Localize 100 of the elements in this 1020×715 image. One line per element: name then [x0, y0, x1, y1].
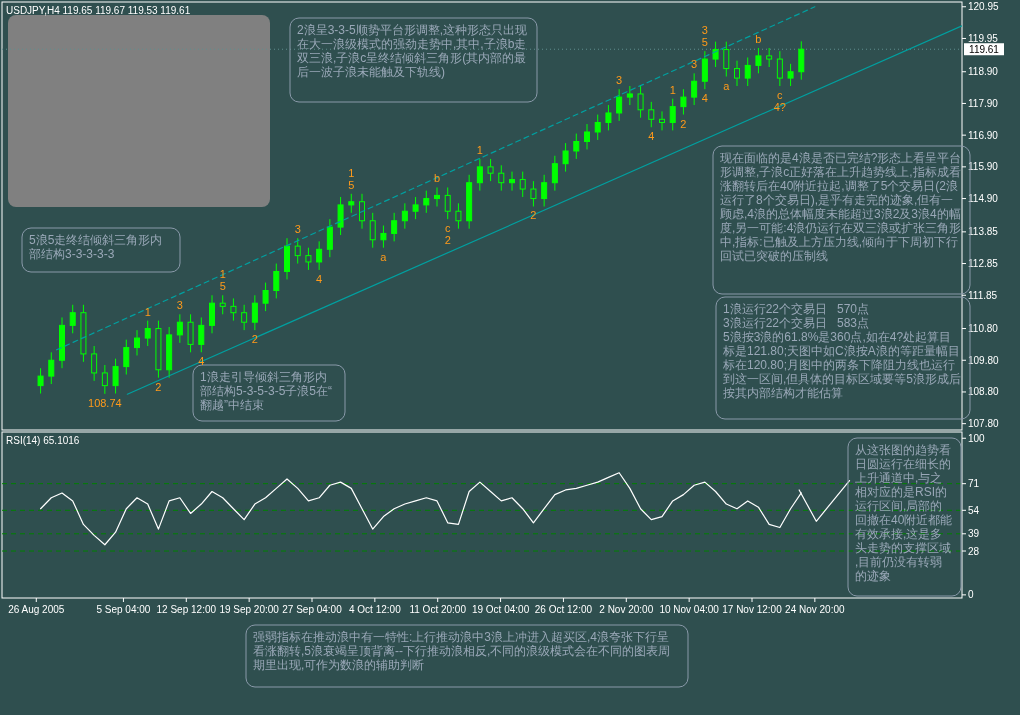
candlestick: [326, 218, 333, 258]
annotation: c: [444, 222, 451, 235]
candlestick: [734, 60, 740, 87]
candlestick: [69, 304, 76, 334]
candlestick: [230, 297, 237, 322]
candlestick: [605, 104, 612, 131]
candlestick: [91, 345, 98, 382]
candlestick: [766, 47, 773, 68]
candlestick: [648, 101, 655, 128]
y-tick-label: 109.80: [968, 354, 1000, 366]
annotation: 5: [348, 178, 355, 191]
candlestick: [594, 114, 601, 141]
annotation: 1: [144, 305, 151, 318]
x-tick-label: 4 Oct 12:00: [349, 604, 402, 615]
annotation: 2: [680, 117, 687, 130]
candlestick: [294, 237, 301, 265]
candlestick: [455, 202, 462, 230]
candlestick: [776, 50, 783, 87]
candlestick: [123, 339, 130, 376]
candlestick: [198, 316, 205, 353]
annotation: 1浪走引导倾斜三角形内部结构5-3-5-3-5子浪5在“翻越”中结束: [200, 370, 333, 412]
candlestick: [498, 164, 505, 192]
candlestick: [401, 202, 408, 230]
y-tick-label: 39: [968, 528, 980, 540]
y-tick-label: 116.90: [968, 129, 999, 141]
candlestick: [509, 171, 515, 192]
y-tick-label: 71: [968, 478, 980, 490]
candlestick: [487, 158, 494, 182]
candlestick: [144, 320, 151, 347]
y-tick-label: 111.85: [968, 289, 998, 301]
candlestick: [701, 50, 708, 90]
candlestick: [380, 225, 387, 249]
annotation: 1: [476, 143, 483, 156]
annotation: 3: [616, 74, 623, 87]
y-tick-label: 117.90: [968, 97, 999, 109]
candlestick: [626, 85, 633, 106]
y-tick-label: 113.85: [968, 226, 999, 238]
candlestick: [691, 72, 698, 106]
candlestick: [251, 294, 258, 331]
candlestick: [616, 88, 623, 122]
candlestick: [659, 110, 665, 131]
text: 从这张图的趋势看日圆运行在细长的上升通道中,与之相对应的是RSI的运行区间,局部的回撤在40附近都能有效承接,这是多头走势的支撑区域,目前仍没有转弱的迹象: [855, 443, 953, 583]
annotation: 2: [444, 234, 451, 247]
y-tick-label: 112.85: [968, 258, 999, 270]
candlestick: [305, 247, 312, 271]
candlestick: [530, 180, 537, 207]
y-tick-label: 120.95: [968, 1, 1000, 13]
annotation: 3: [701, 24, 708, 37]
candlestick: [241, 304, 248, 331]
candlestick: [112, 358, 119, 395]
annotation: 4: [198, 355, 205, 368]
y-tick-label: 108.80: [968, 386, 1000, 398]
y-tick-label: 114.90: [968, 193, 999, 205]
x-tick-label: 12 Sep 12:00: [156, 604, 217, 615]
text: 强弱指标在推动浪中有一特性:上行推动浪中3浪上冲进入超买区,4浪夸张下行呈看涨翻转,5浪衰竭呈顶背离--下行推动浪相反,不同的浪级模式会在不同的图表周期里出现,可作为数浪的辅助判断: [253, 630, 671, 672]
annotation: 2: [251, 333, 258, 346]
y-tick-label: 54: [968, 504, 980, 516]
annotation: 3: [176, 299, 183, 312]
candlestick: [755, 47, 762, 74]
annotation: 5: [219, 280, 226, 293]
candlestick: [176, 313, 183, 344]
annotation: a: [380, 250, 388, 263]
candlestick: [680, 88, 687, 116]
candlestick: [273, 263, 280, 299]
candlestick: [209, 294, 215, 334]
chart-title: RSI(14) 65.1016: [6, 435, 80, 446]
annotation: 2浪呈3-3-5顺势平台形调整,这种形态只出现在大一浪级模式的强劲走势中,其中,子浪b走双三浪,子浪c呈终结倾斜三角形(其内部的最后一波子浪未能触及下轨线): [297, 23, 528, 79]
candlestick: [337, 196, 344, 236]
x-tick-label: 10 Nov 04:00: [659, 604, 720, 615]
candlestick: [744, 56, 751, 87]
x-tick-label: 19 Oct 04:00: [471, 604, 530, 615]
candlestick: [391, 212, 398, 242]
x-tick-label: 26 Aug 2005: [8, 604, 65, 615]
candlestick: [434, 186, 440, 207]
y-tick-label: 119.95: [968, 32, 999, 44]
y-tick-label: 118.90: [968, 66, 999, 78]
candlestick: [787, 63, 794, 87]
annotation: 3: [691, 58, 698, 71]
x-tick-label: 17 Nov 12:00: [722, 604, 783, 615]
candlestick: [584, 123, 590, 150]
x-tick-label: 24 Nov 20:00: [785, 604, 846, 615]
annotation: 1: [219, 268, 226, 281]
candlestick: [444, 186, 451, 220]
annotation: b: [755, 32, 762, 45]
annotation: b: [433, 172, 441, 185]
candlestick: [519, 171, 526, 198]
annotation: 4: [648, 130, 655, 143]
annotation: 4: [316, 272, 323, 285]
candlestick: [101, 364, 108, 395]
annotation: 4?: [773, 101, 786, 114]
x-tick-label: 27 Sep 04:00: [282, 604, 343, 615]
candlestick: [134, 329, 140, 356]
annotation: a: [723, 79, 731, 92]
y-tick-label: 100: [968, 432, 986, 444]
ref-line-label: 119.61: [969, 43, 1000, 55]
candlestick: [669, 98, 676, 131]
candlestick: [723, 41, 730, 77]
candlestick: [316, 240, 323, 271]
candlestick: [562, 142, 569, 173]
annotation: 5: [701, 36, 708, 49]
